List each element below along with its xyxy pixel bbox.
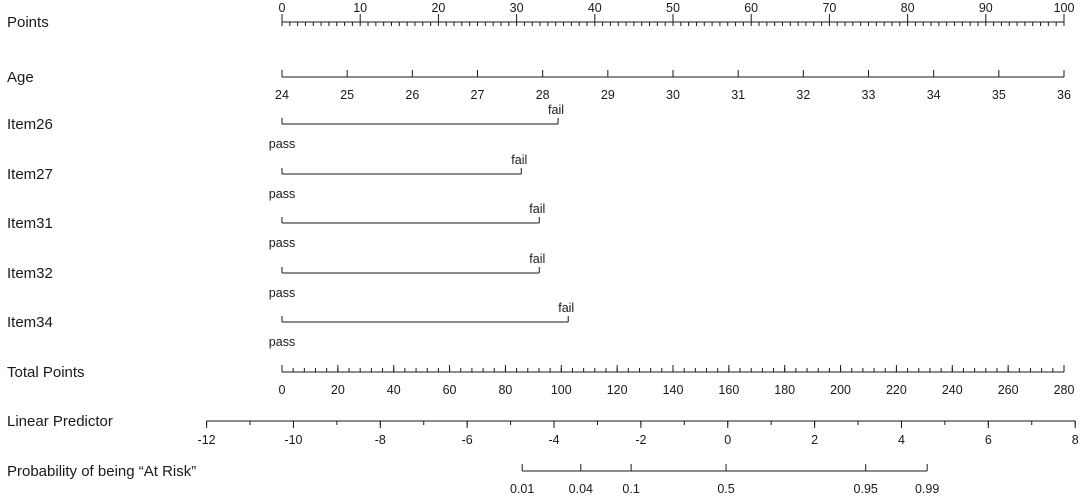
age-tick-label: 33 (862, 88, 876, 102)
item32-label-low: pass (269, 286, 295, 300)
points-tick-label: 10 (353, 1, 367, 15)
total-points-tick-label: 40 (387, 383, 401, 397)
total-points-tick-label: 260 (998, 383, 1019, 397)
probability-of-being-at-risk-tick-label: 0.95 (854, 482, 878, 496)
total-points-tick-label: 60 (443, 383, 457, 397)
probability-of-being-at-risk-tick-label: 0.04 (569, 482, 593, 496)
linear-predictor-tick-label: 6 (985, 433, 992, 447)
age-tick-label: 35 (992, 88, 1006, 102)
total-points-tick-label: 180 (774, 383, 795, 397)
points-tick-label: 40 (588, 1, 602, 15)
total-points-tick-label: 140 (663, 383, 684, 397)
item32-label-high: fail (529, 252, 545, 266)
age-tick-label: 28 (536, 88, 550, 102)
probability-of-being-at-risk-tick-label: 0.99 (915, 482, 939, 496)
linear-predictor-tick-label: -10 (284, 433, 302, 447)
item26-label-low: pass (269, 137, 295, 151)
item34-label-high: fail (558, 301, 574, 315)
total-points-tick-label: 220 (886, 383, 907, 397)
row-label-linear-predictor: Linear Predictor (7, 413, 113, 430)
total-points-tick-label: 100 (551, 383, 572, 397)
points-tick-label: 0 (279, 1, 286, 15)
total-points-tick-label: 120 (607, 383, 628, 397)
item34-label-low: pass (269, 335, 295, 349)
age-tick-label: 32 (796, 88, 810, 102)
probability-of-being-at-risk-tick-label: 0.1 (622, 482, 639, 496)
total-points-tick-label: 80 (498, 383, 512, 397)
age-tick-label: 24 (275, 88, 289, 102)
item27-label-low: pass (269, 187, 295, 201)
points-tick-label: 60 (744, 1, 758, 15)
row-label-item32: Item32 (7, 265, 53, 282)
points-tick-label: 30 (510, 1, 524, 15)
item31-label-low: pass (269, 236, 295, 250)
linear-predictor-tick-label: -6 (462, 433, 473, 447)
row-label-age: Age (7, 69, 34, 86)
points-tick-label: 70 (822, 1, 836, 15)
linear-predictor-tick-label: 4 (898, 433, 905, 447)
item27-label-high: fail (511, 153, 527, 167)
row-label-probability-of-being-at-risk: Probability of being “At Risk” (7, 463, 196, 480)
age-tick-label: 27 (471, 88, 485, 102)
row-label-item27: Item27 (7, 166, 53, 183)
points-tick-label: 100 (1054, 1, 1075, 15)
row-label-item31: Item31 (7, 215, 53, 232)
linear-predictor-tick-label: -4 (548, 433, 559, 447)
probability-of-being-at-risk-tick-label: 0.01 (510, 482, 534, 496)
row-label-total-points: Total Points (7, 364, 85, 381)
total-points-tick-label: 200 (830, 383, 851, 397)
points-tick-label: 50 (666, 1, 680, 15)
linear-predictor-tick-label: 2 (811, 433, 818, 447)
linear-predictor-tick-label: -2 (635, 433, 646, 447)
item31-label-high: fail (529, 202, 545, 216)
points-tick-label: 90 (979, 1, 993, 15)
points-tick-label: 80 (901, 1, 915, 15)
item26-label-high: fail (548, 103, 564, 117)
total-points-tick-label: 280 (1054, 383, 1075, 397)
age-tick-label: 29 (601, 88, 615, 102)
age-tick-label: 25 (340, 88, 354, 102)
row-label-item34: Item34 (7, 314, 53, 331)
age-tick-label: 31 (731, 88, 745, 102)
age-tick-label: 26 (405, 88, 419, 102)
linear-predictor-tick-label: -8 (375, 433, 386, 447)
linear-predictor-tick-label: 0 (724, 433, 731, 447)
row-label-points: Points (7, 14, 49, 31)
age-tick-label: 30 (666, 88, 680, 102)
row-label-item26: Item26 (7, 116, 53, 133)
probability-of-being-at-risk-tick-label: 0.5 (717, 482, 734, 496)
total-points-tick-label: 20 (331, 383, 345, 397)
total-points-tick-label: 0 (279, 383, 286, 397)
points-tick-label: 20 (431, 1, 445, 15)
total-points-tick-label: 160 (718, 383, 739, 397)
age-tick-label: 36 (1057, 88, 1071, 102)
age-tick-label: 34 (927, 88, 941, 102)
linear-predictor-tick-label: -12 (198, 433, 216, 447)
linear-predictor-tick-label: 8 (1072, 433, 1079, 447)
total-points-tick-label: 240 (942, 383, 963, 397)
